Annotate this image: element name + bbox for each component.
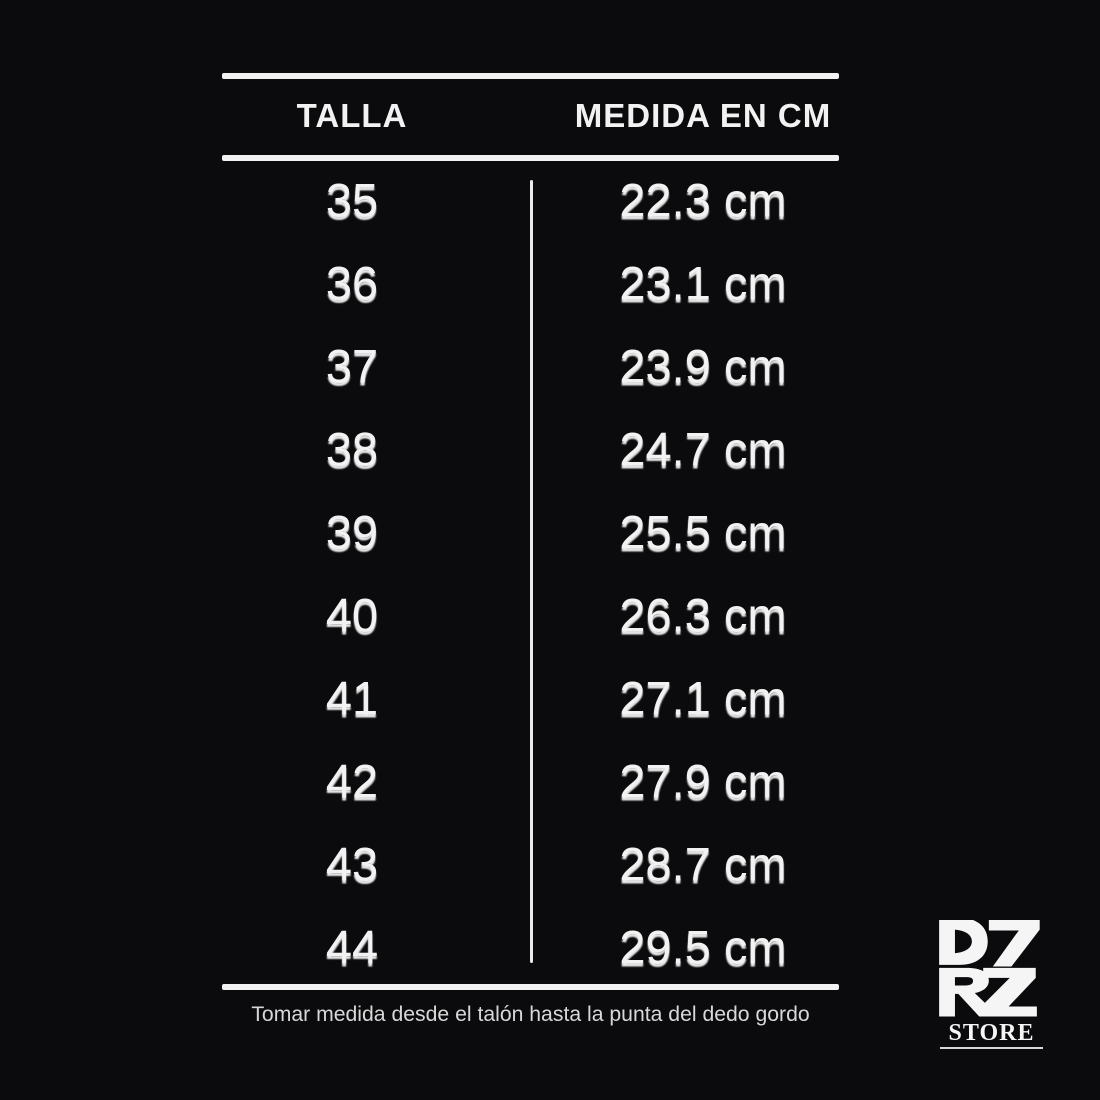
- svg-text:STORE: STORE: [949, 1020, 1035, 1046]
